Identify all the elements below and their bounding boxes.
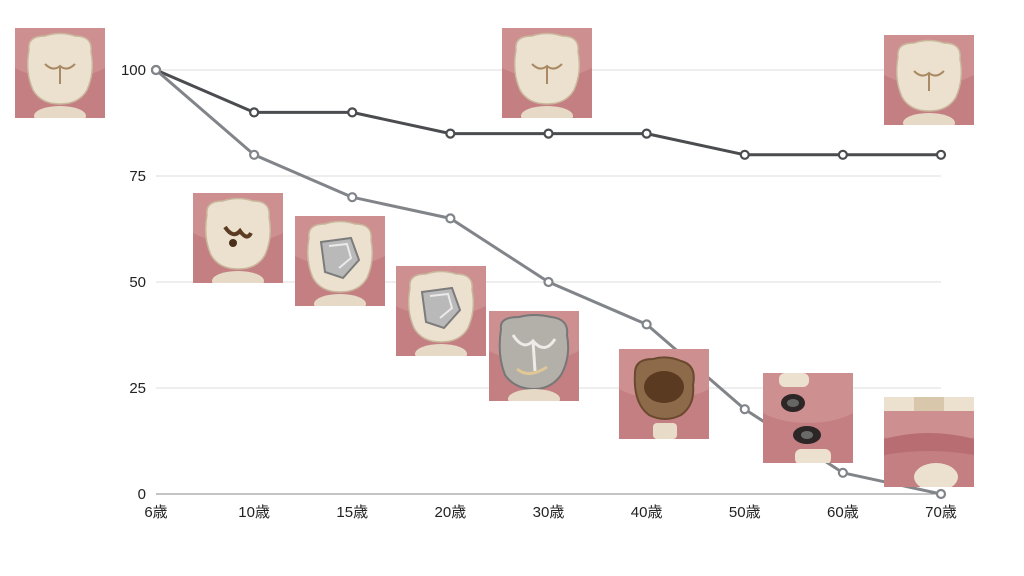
crowned-molar-30-photo: [489, 311, 579, 401]
healthy-molar-6-photo: [15, 28, 105, 118]
x-tick-label: 50歳: [729, 504, 761, 521]
x-tick-label: 60歳: [827, 504, 859, 521]
healthy-molar-70-photo: [884, 35, 974, 125]
filled-molar-20-photo: [396, 266, 486, 356]
cavity-molar-10-photo: [193, 193, 283, 283]
root-remains-50-photo: [763, 373, 853, 463]
filled-molar-15-photo: [295, 216, 385, 306]
missing-molar-70-photo: [884, 397, 974, 487]
healthy-molar-30-photo: [502, 28, 592, 118]
axes: 0 25 50 75 100 6歳 10歳 15歳 20歳 30歳 40歳 50歳 60歳 70歳: [121, 62, 957, 521]
x-tick-label: 6歳: [144, 504, 167, 521]
y-tick-label: 75: [129, 168, 146, 185]
x-tick-label: 20歳: [435, 504, 467, 521]
x-tick-label: 10歳: [238, 504, 270, 521]
y-tick-label: 25: [129, 380, 146, 397]
y-tick-label: 0: [138, 486, 146, 503]
y-tick-label: 50: [129, 274, 146, 291]
x-tick-label: 70歳: [925, 504, 957, 521]
x-tick-label: 40歳: [631, 504, 663, 521]
x-tick-label: 15歳: [336, 504, 368, 521]
x-tick-label: 30歳: [533, 504, 565, 521]
decayed-molar-40-photo: [619, 349, 709, 439]
y-tick-label: 100: [121, 62, 146, 79]
